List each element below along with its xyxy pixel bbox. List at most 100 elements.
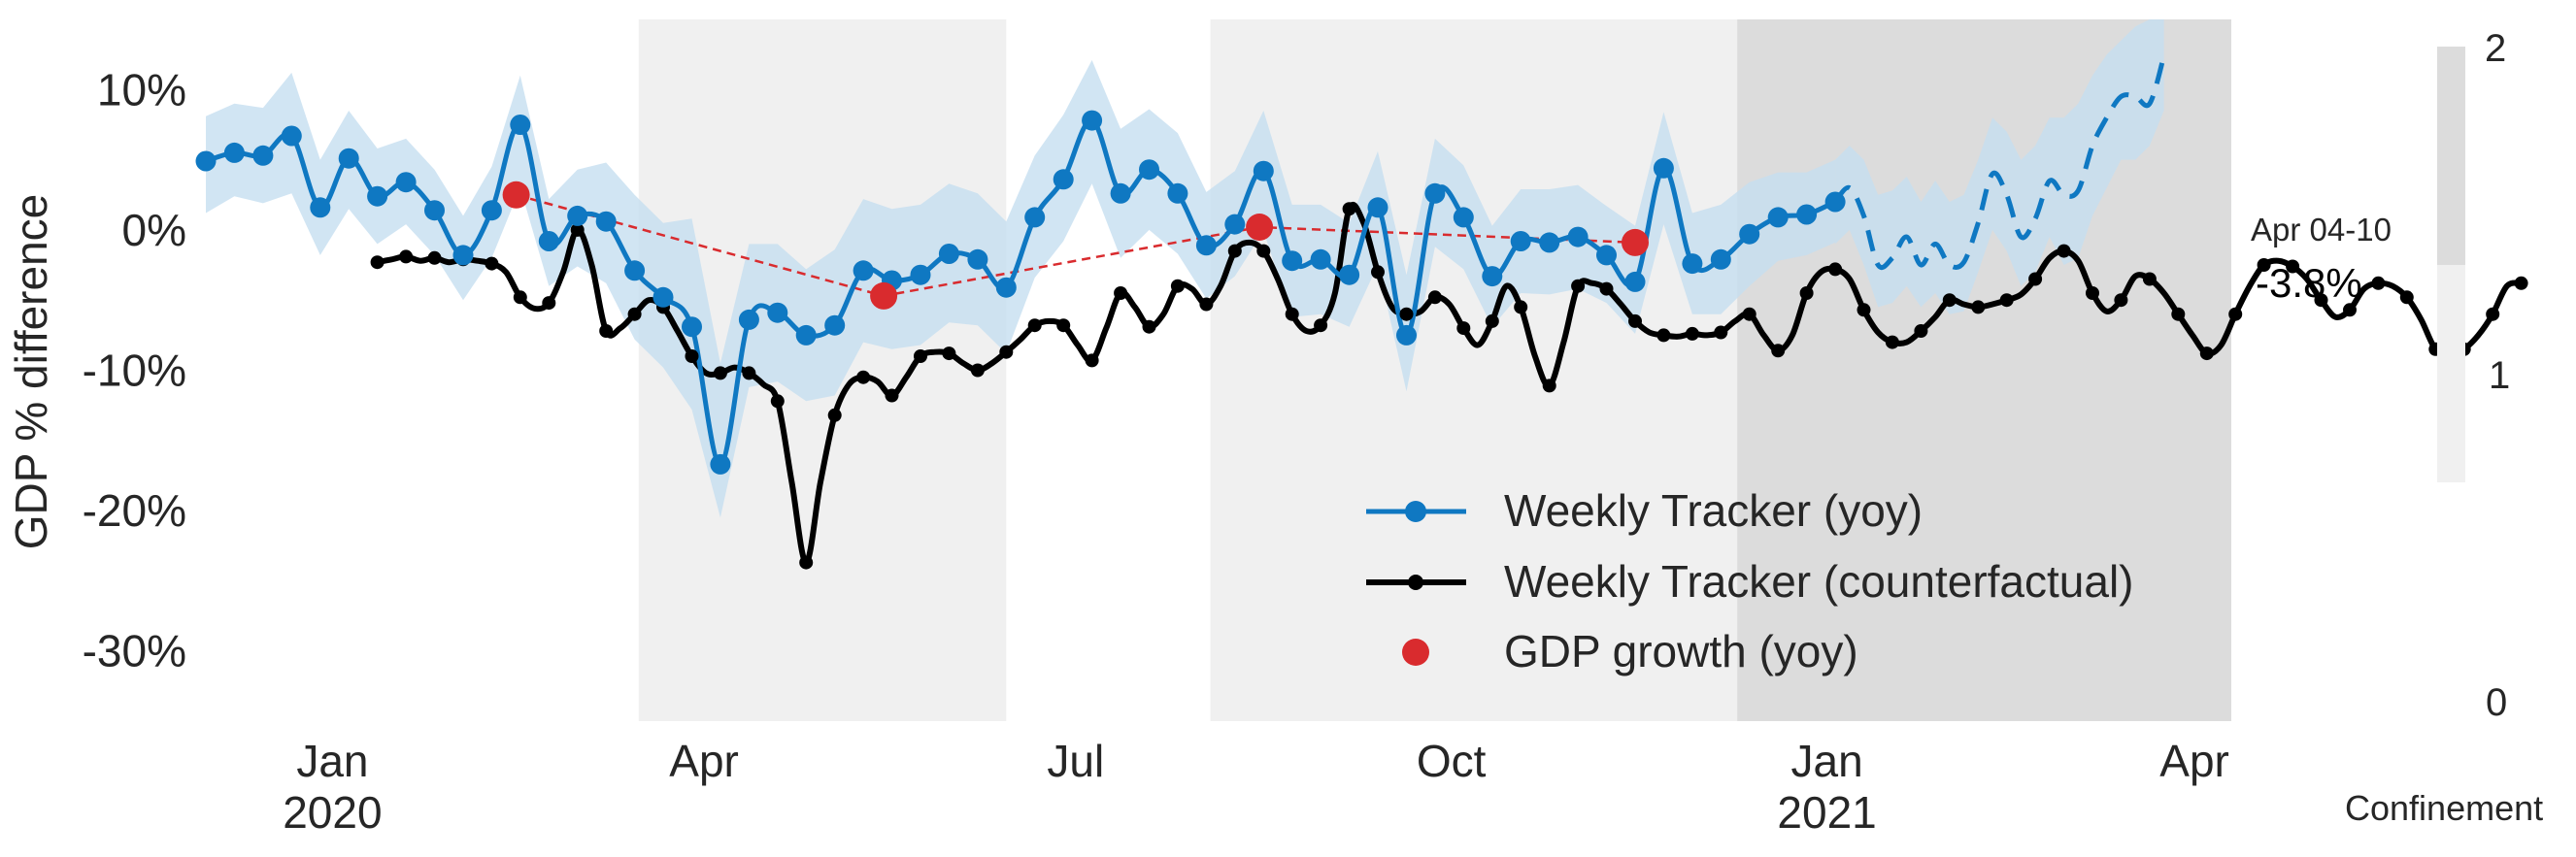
tracker-point [538,231,559,251]
counterfactual-point [599,324,614,338]
tracker-point [338,148,359,169]
tracker-point [1139,159,1159,181]
colorbar-tick-label: 2 [2485,27,2506,70]
y-tick-label: 0% [122,205,186,255]
y-axis-label: GDP % difference [6,194,56,550]
counterfactual-point [1542,379,1556,393]
tracker-point [310,197,331,218]
counterfactual-point [1485,313,1499,328]
gdp-growth-point [870,281,898,310]
counterfactual-point [1514,300,1528,314]
counterfactual-point [2514,276,2528,290]
counterfactual-point [1742,307,1756,321]
tracker-point [1339,264,1360,285]
counterfactual-point [999,345,1014,359]
confinement-bands [638,19,2231,721]
counterfactual-point [970,363,985,378]
counterfactual-point [2314,293,2328,308]
tracker-point [252,145,274,166]
counterfactual-point [942,346,956,361]
gdp-growth-point [1246,214,1274,241]
tracker-point [910,264,931,285]
counterfactual-point [1342,202,1356,216]
counterfactual-point [1656,328,1671,343]
counterfactual-point [1914,324,1928,338]
counterfactual-point [1971,300,1986,314]
tracker-projection-line [1833,54,2167,271]
tracker-point [1596,245,1617,266]
annotation-date: Apr 04-10 [2251,212,2392,247]
x-tick-label: Jan [296,736,368,786]
counterfactual-point [1685,326,1699,341]
tracker-point [710,453,731,475]
counterfactual-point [856,370,871,384]
tracker-confidence-band [206,59,1836,518]
colorbar-tick-label: 0 [2486,681,2507,724]
counterfactual-point [542,296,556,311]
counterfactual-point [1371,265,1385,280]
tracker-point [1396,324,1417,346]
counterfactual-point [1114,286,1128,300]
counterfactual-point [2086,286,2099,300]
counterfactual-point [1571,279,1586,293]
tracker-point [1539,232,1560,253]
x-tick-label: Apr [2159,736,2229,786]
counterfactual-point [1857,303,1871,317]
counterfactual-point [2057,244,2071,258]
counterfactual-point [2486,307,2500,321]
legend: Weekly Tracker (yoy) Weekly Tracker (cou… [1366,485,2134,676]
legend-marker-counterfactual-dot [1408,575,1423,590]
tracker-point [452,245,474,266]
colorbar-segment-mid [2437,265,2465,482]
tracker-point [1739,223,1760,245]
tracker-point [1167,182,1188,204]
counterfactual-point [1427,290,1442,305]
counterfactual-point [1056,318,1071,333]
x-tick-label: Jan [1791,736,1863,786]
counterfactual-point [799,555,814,570]
x-tick-year-label: 2021 [1777,787,1876,838]
counterfactual-point [1285,307,1299,321]
counterfactual-point [485,256,499,271]
projection-confidence-band [1835,19,2164,314]
counterfactual-point [1628,313,1642,328]
tracker-point [738,309,759,330]
gdp-growth-point [502,181,530,209]
tracker-point [1453,207,1474,228]
counterfactual-point [1170,279,1185,293]
y-tick-label: -30% [83,626,186,676]
tracker-point [195,150,217,172]
tracker-point [1110,182,1131,204]
x-tick-label: Oct [1417,736,1487,786]
tracker-point [1510,231,1531,251]
counterfactual-line [374,201,2525,566]
y-tick-label: -10% [83,346,186,396]
tracker-point [1224,214,1246,235]
tracker-point [682,316,702,338]
counterfactual-point [1799,286,1814,300]
tracker-point [1424,182,1446,204]
counterfactual-point [570,222,585,237]
annotation-value: -3.8% [2256,260,2362,306]
tracker-point [1053,169,1074,190]
tracker-point [1195,235,1217,256]
tracker-point [223,142,245,163]
counterfactual-point [1828,262,1843,277]
tracker-point [510,115,531,135]
x-tick-year-label: 2020 [283,787,382,838]
tracker-point [1082,110,1103,131]
tracker-point [938,244,959,264]
confinement-colorbar: 2 1 0 Confinement [2345,27,2543,828]
counterfactual-point [1999,293,2014,308]
counterfactual-point [1227,244,1242,258]
tracker-point [1624,271,1646,292]
tracker-point [395,172,417,193]
tracker-point [481,200,502,221]
tracker-point [1310,248,1331,270]
counterfactual-point [1714,325,1728,340]
counterfactual-point [2286,259,2300,274]
counterfactual-point [1142,319,1156,334]
counterfactual-point [2371,276,2386,290]
gdp-growth-connector [516,193,1636,298]
